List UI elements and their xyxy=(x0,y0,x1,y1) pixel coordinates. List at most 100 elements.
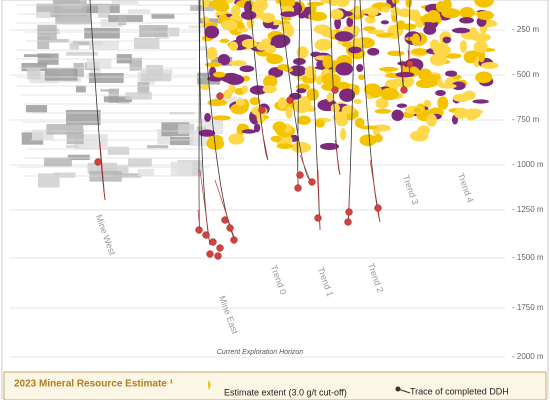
high-grade-block xyxy=(204,25,220,39)
high-grade-block xyxy=(334,31,354,42)
estimate-block xyxy=(468,27,478,41)
estimate-block xyxy=(378,66,399,72)
estimate-block xyxy=(276,143,294,149)
intercept xyxy=(94,158,102,166)
drill-trace-red xyxy=(299,154,311,181)
working xyxy=(113,173,142,178)
estimate-block xyxy=(212,115,231,121)
high-grade-block xyxy=(289,65,307,77)
high-grade-block xyxy=(225,74,245,85)
estimate-block xyxy=(213,71,226,78)
estimate-block xyxy=(228,133,245,145)
estimate-block xyxy=(426,113,437,127)
estimate-block xyxy=(313,24,331,35)
legend-box xyxy=(3,371,547,400)
estimate-block xyxy=(277,97,287,110)
estimate-block xyxy=(398,8,412,18)
high-grade-block xyxy=(334,17,342,30)
estimate-block xyxy=(211,0,227,5)
intercept xyxy=(294,184,302,192)
high-grade-block xyxy=(253,123,261,133)
estimate-block xyxy=(304,65,317,79)
working xyxy=(72,41,104,46)
legend: 2023 Mineral Resource Estimate ¹ Estimat… xyxy=(3,371,547,400)
intercept xyxy=(308,178,316,186)
estimate-block xyxy=(330,103,340,113)
estimate-block xyxy=(364,7,380,15)
high-grade-block xyxy=(270,37,288,49)
working xyxy=(127,158,152,167)
estimate-block xyxy=(363,26,376,32)
high-grade-block xyxy=(319,142,340,151)
estimate-block xyxy=(241,85,248,94)
intercept xyxy=(226,224,234,232)
working xyxy=(88,72,124,83)
working xyxy=(200,18,221,24)
intercept xyxy=(406,60,414,68)
depth-label: - 500 m xyxy=(512,70,539,79)
working xyxy=(73,62,84,78)
legend-estimate: Estimate extent (3.0 g/t cut-off) xyxy=(224,387,347,397)
working xyxy=(67,154,90,161)
working xyxy=(137,82,150,96)
high-grade-block xyxy=(445,70,458,77)
estimate-block xyxy=(297,115,311,126)
legend-ddh-dot xyxy=(395,386,401,392)
working xyxy=(36,11,51,19)
estimate-block xyxy=(463,90,476,100)
intercept xyxy=(331,86,339,94)
estimate-block xyxy=(387,50,405,56)
estimate-block xyxy=(262,85,277,94)
working xyxy=(37,173,60,188)
estimate-block xyxy=(463,51,477,64)
working xyxy=(111,0,139,5)
estimate-block xyxy=(249,97,261,106)
high-grade-block xyxy=(348,46,362,54)
estimate-block xyxy=(473,40,488,53)
estimate-block xyxy=(296,46,309,59)
estimate-block xyxy=(306,1,324,7)
estimate-block xyxy=(372,124,391,132)
estimate-block xyxy=(236,21,245,30)
estimate-block xyxy=(268,47,277,52)
working xyxy=(25,105,48,113)
estimate-block xyxy=(223,89,233,99)
intercept xyxy=(374,204,382,212)
working xyxy=(66,51,98,56)
estimate-block xyxy=(272,121,287,133)
estimate-block xyxy=(469,109,483,114)
high-grade-block xyxy=(423,24,437,35)
estimate-block xyxy=(281,16,292,21)
working xyxy=(139,25,168,37)
depth-label: - 2000 m xyxy=(512,352,544,361)
working xyxy=(27,68,41,80)
working xyxy=(69,42,80,50)
estimate-block xyxy=(336,117,348,127)
estimate-block xyxy=(229,60,247,67)
estimate-block xyxy=(375,98,389,109)
estimate-block xyxy=(453,107,469,119)
estimate-block xyxy=(291,142,312,153)
high-grade-block xyxy=(240,10,257,20)
working xyxy=(54,172,76,178)
high-grade-block xyxy=(367,47,380,56)
high-grade-block xyxy=(217,54,231,66)
working xyxy=(86,58,112,69)
working xyxy=(170,136,194,146)
working xyxy=(37,36,50,49)
working xyxy=(146,64,164,81)
estimate-block xyxy=(266,53,284,65)
intercept xyxy=(195,226,203,234)
working xyxy=(103,96,133,103)
intercept xyxy=(258,106,266,114)
intercept xyxy=(400,86,408,94)
high-grade-block xyxy=(198,129,216,137)
depth-label: - 750 m xyxy=(512,115,539,124)
estimate-block xyxy=(353,98,362,105)
estimate-block xyxy=(426,10,441,23)
drill-trace-red xyxy=(99,141,106,201)
estimate-block xyxy=(354,117,365,128)
drill-trace xyxy=(279,0,311,181)
legend-estimate-icon xyxy=(208,380,211,390)
intercept xyxy=(314,214,322,222)
